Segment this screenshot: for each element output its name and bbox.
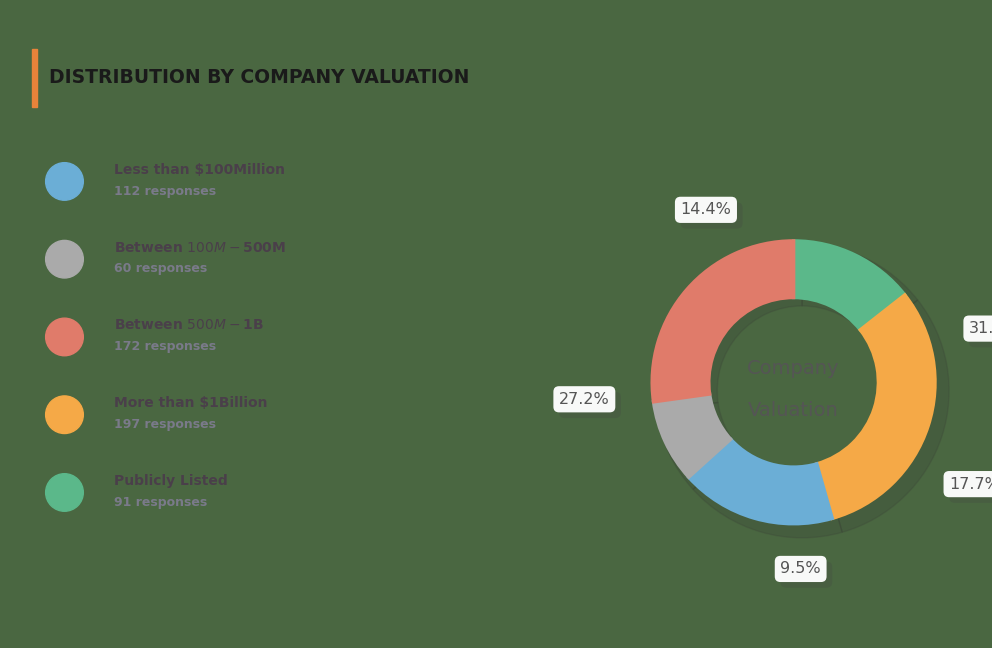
Text: 31.2%: 31.2%	[975, 327, 992, 341]
Bar	[32, 49, 37, 107]
Wedge shape	[794, 241, 905, 330]
Text: 9.5%: 9.5%	[786, 567, 826, 582]
Text: Between $100M - $500M: Between $100M - $500M	[114, 240, 286, 255]
Wedge shape	[825, 300, 949, 532]
Text: 9.5%: 9.5%	[781, 561, 821, 577]
Text: 172 responses: 172 responses	[114, 340, 216, 353]
Text: Less than $100Million: Less than $100Million	[114, 163, 285, 177]
Text: Valuation: Valuation	[748, 401, 839, 420]
Text: 27.2%: 27.2%	[558, 392, 610, 407]
Wedge shape	[693, 448, 842, 538]
Text: 27.2%: 27.2%	[564, 397, 615, 412]
Ellipse shape	[46, 396, 83, 434]
Wedge shape	[816, 295, 935, 518]
Text: Between $500M - $1B: Between $500M - $1B	[114, 318, 264, 332]
Ellipse shape	[46, 318, 83, 356]
Text: DISTRIBUTION BY COMPANY VALUATION: DISTRIBUTION BY COMPANY VALUATION	[49, 68, 469, 87]
Text: 91 responses: 91 responses	[114, 496, 207, 509]
Text: 112 responses: 112 responses	[114, 185, 216, 198]
Wedge shape	[654, 394, 731, 477]
Ellipse shape	[46, 474, 83, 511]
Text: 31.2%: 31.2%	[969, 321, 992, 336]
Text: 17.7%: 17.7%	[954, 482, 992, 497]
Wedge shape	[688, 439, 832, 524]
Wedge shape	[657, 402, 739, 489]
Wedge shape	[652, 241, 794, 402]
Text: 14.4%: 14.4%	[686, 208, 737, 223]
Ellipse shape	[46, 240, 83, 278]
Text: 17.7%: 17.7%	[949, 477, 992, 492]
Wedge shape	[803, 244, 918, 338]
Wedge shape	[655, 244, 803, 411]
Ellipse shape	[46, 163, 83, 200]
Text: 14.4%: 14.4%	[681, 202, 731, 217]
Text: More than $1Billion: More than $1Billion	[114, 396, 268, 410]
Text: 197 responses: 197 responses	[114, 418, 216, 431]
Text: Publicly Listed: Publicly Listed	[114, 474, 228, 488]
Text: Company: Company	[747, 359, 840, 378]
Text: 60 responses: 60 responses	[114, 262, 207, 275]
